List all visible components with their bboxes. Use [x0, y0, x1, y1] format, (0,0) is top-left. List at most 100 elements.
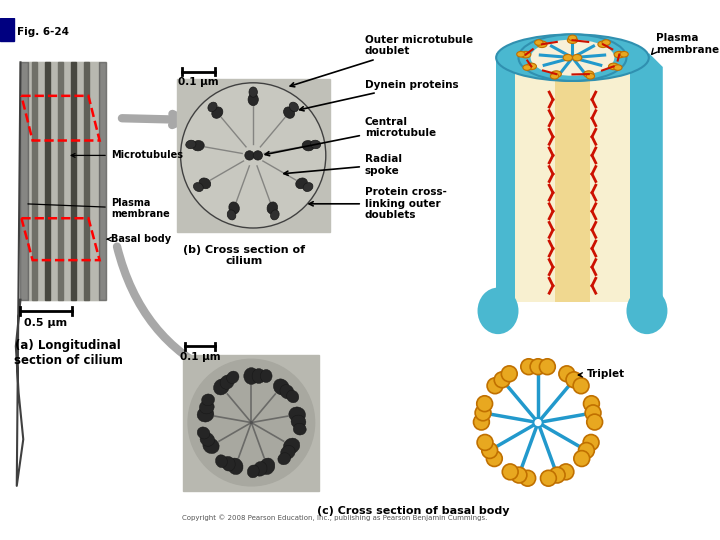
Bar: [32, 62, 37, 300]
Ellipse shape: [200, 433, 215, 446]
Ellipse shape: [586, 73, 595, 79]
Circle shape: [549, 467, 565, 483]
Circle shape: [573, 378, 589, 394]
Ellipse shape: [550, 73, 559, 79]
Circle shape: [487, 378, 503, 394]
Ellipse shape: [267, 202, 277, 214]
Ellipse shape: [598, 41, 608, 48]
Bar: [496, 58, 515, 301]
Ellipse shape: [280, 384, 294, 399]
Ellipse shape: [278, 453, 291, 465]
Bar: [20, 62, 106, 300]
Bar: [28, 62, 99, 300]
Ellipse shape: [521, 51, 531, 58]
Ellipse shape: [244, 368, 259, 384]
Ellipse shape: [229, 202, 239, 214]
Ellipse shape: [602, 40, 611, 45]
Circle shape: [477, 396, 492, 411]
Bar: [99, 62, 106, 300]
Ellipse shape: [284, 107, 294, 118]
Ellipse shape: [287, 390, 299, 403]
Ellipse shape: [626, 288, 667, 334]
Circle shape: [566, 372, 582, 388]
Ellipse shape: [197, 427, 210, 439]
Ellipse shape: [199, 401, 215, 414]
Circle shape: [583, 435, 599, 450]
Ellipse shape: [227, 371, 239, 383]
Ellipse shape: [199, 178, 211, 188]
Ellipse shape: [551, 71, 562, 77]
Bar: [515, 58, 630, 301]
Text: 0.1 µm: 0.1 µm: [179, 77, 219, 87]
Circle shape: [578, 443, 594, 458]
Circle shape: [181, 83, 326, 228]
Bar: [184, 355, 319, 490]
Ellipse shape: [302, 140, 314, 151]
Ellipse shape: [220, 375, 234, 389]
Ellipse shape: [567, 37, 577, 44]
Ellipse shape: [228, 458, 243, 475]
Ellipse shape: [310, 140, 320, 148]
Ellipse shape: [271, 210, 279, 220]
Ellipse shape: [208, 102, 217, 112]
Ellipse shape: [247, 465, 259, 478]
Text: Fig. 6-24: Fig. 6-24: [17, 27, 68, 37]
Ellipse shape: [192, 140, 204, 151]
Circle shape: [587, 414, 603, 430]
Ellipse shape: [535, 40, 543, 45]
Ellipse shape: [289, 407, 305, 422]
Ellipse shape: [274, 379, 289, 395]
Circle shape: [558, 464, 574, 480]
Circle shape: [574, 451, 590, 467]
Ellipse shape: [296, 178, 307, 188]
Ellipse shape: [496, 35, 649, 81]
Ellipse shape: [253, 151, 263, 160]
Ellipse shape: [260, 458, 275, 475]
Circle shape: [474, 414, 490, 430]
Ellipse shape: [531, 39, 614, 76]
Ellipse shape: [613, 65, 622, 70]
Ellipse shape: [222, 456, 235, 471]
Ellipse shape: [212, 107, 222, 118]
Text: (a) Longitudinal
section of cilium: (a) Longitudinal section of cilium: [14, 339, 122, 367]
Text: Plasma
membrane: Plasma membrane: [28, 198, 169, 219]
Ellipse shape: [215, 455, 228, 468]
Circle shape: [482, 443, 498, 458]
Ellipse shape: [523, 65, 531, 70]
Ellipse shape: [197, 407, 214, 422]
Text: Outer microtubule
doublet: Outer microtubule doublet: [290, 35, 473, 87]
Text: Basal body: Basal body: [107, 234, 171, 244]
Circle shape: [487, 451, 503, 467]
Ellipse shape: [194, 183, 203, 192]
Text: 0.1 µm: 0.1 µm: [180, 352, 220, 362]
Ellipse shape: [203, 438, 219, 454]
Ellipse shape: [289, 102, 299, 112]
Ellipse shape: [261, 369, 272, 382]
Ellipse shape: [568, 35, 577, 40]
Circle shape: [585, 405, 601, 421]
Circle shape: [521, 359, 536, 375]
Ellipse shape: [620, 51, 629, 57]
Ellipse shape: [572, 55, 582, 61]
Circle shape: [475, 405, 491, 421]
Ellipse shape: [537, 41, 547, 48]
Ellipse shape: [186, 140, 196, 148]
Ellipse shape: [214, 379, 229, 395]
Ellipse shape: [614, 51, 624, 58]
Polygon shape: [496, 53, 515, 320]
Text: Radial
spoke: Radial spoke: [284, 154, 402, 176]
Ellipse shape: [518, 35, 626, 81]
Circle shape: [583, 396, 599, 411]
Bar: [58, 62, 63, 300]
Bar: [84, 62, 89, 300]
Bar: [496, 58, 649, 301]
Circle shape: [559, 366, 575, 382]
Ellipse shape: [517, 51, 525, 57]
Circle shape: [503, 464, 518, 480]
Ellipse shape: [253, 462, 267, 476]
Circle shape: [539, 359, 555, 375]
Ellipse shape: [526, 63, 536, 70]
Ellipse shape: [291, 415, 306, 429]
Circle shape: [534, 418, 543, 427]
Ellipse shape: [303, 183, 313, 192]
